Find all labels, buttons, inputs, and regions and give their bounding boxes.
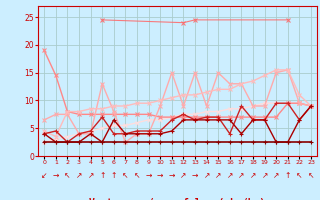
Text: ↗: ↗ xyxy=(227,171,233,180)
Text: ↗: ↗ xyxy=(238,171,244,180)
Text: ↖: ↖ xyxy=(64,171,71,180)
Text: ↗: ↗ xyxy=(215,171,221,180)
Text: ↑: ↑ xyxy=(284,171,291,180)
Text: ↗: ↗ xyxy=(273,171,279,180)
Text: ↗: ↗ xyxy=(87,171,94,180)
Text: ↗: ↗ xyxy=(76,171,82,180)
Text: →: → xyxy=(145,171,152,180)
Text: Vent moyen/en rafales ( km/h ): Vent moyen/en rafales ( km/h ) xyxy=(90,198,266,200)
Text: →: → xyxy=(52,171,59,180)
Text: ↖: ↖ xyxy=(308,171,314,180)
Text: ↗: ↗ xyxy=(250,171,256,180)
Text: →: → xyxy=(192,171,198,180)
Text: ↑: ↑ xyxy=(99,171,105,180)
Text: →: → xyxy=(169,171,175,180)
Text: ↑: ↑ xyxy=(111,171,117,180)
Text: ↖: ↖ xyxy=(122,171,129,180)
Text: ↗: ↗ xyxy=(261,171,268,180)
Text: ↖: ↖ xyxy=(296,171,303,180)
Text: ↙: ↙ xyxy=(41,171,47,180)
Text: ↖: ↖ xyxy=(134,171,140,180)
Text: →: → xyxy=(157,171,164,180)
Text: ↗: ↗ xyxy=(204,171,210,180)
Text: ↗: ↗ xyxy=(180,171,187,180)
